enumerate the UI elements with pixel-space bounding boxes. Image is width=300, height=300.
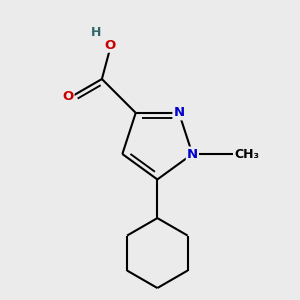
Text: N: N — [187, 148, 198, 160]
Text: N: N — [173, 106, 184, 119]
Text: O: O — [105, 39, 116, 52]
Text: CH₃: CH₃ — [235, 148, 260, 160]
Text: O: O — [62, 90, 74, 103]
Text: H: H — [91, 26, 102, 39]
